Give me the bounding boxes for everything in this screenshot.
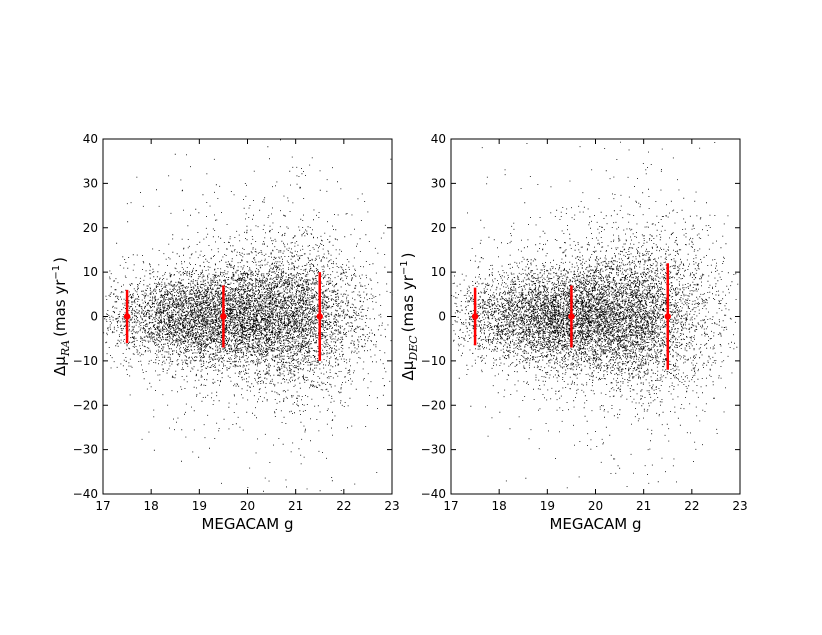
errorbar-1 [220, 285, 227, 348]
y-axis-label-ra: ΔμRA (mas yr−1) [51, 257, 72, 376]
errorbar-1 [568, 285, 575, 348]
scatter-points-ra [103, 139, 393, 492]
errorbar-marker [316, 313, 323, 320]
x-tick-label: 22 [684, 499, 699, 513]
y-label-prefix: Δμ [399, 360, 417, 380]
x-tick-label: 19 [192, 499, 207, 513]
y-tick-label: 40 [83, 132, 98, 146]
x-axis-label-dec: MEGACAM g [549, 515, 641, 533]
y-tick-label: −40 [73, 487, 98, 501]
y-tick-label: 0 [438, 310, 446, 324]
x-tick-label: 20 [588, 499, 603, 513]
x-tick-label: 18 [144, 499, 159, 513]
y-tick-label: −10 [73, 354, 98, 368]
errorbar-marker [123, 313, 131, 320]
y-tick-label: −20 [73, 398, 98, 412]
x-tick-label: 23 [384, 499, 399, 513]
scatter-points-dec [451, 141, 739, 489]
x-tick-label: 22 [336, 499, 351, 513]
y-tick-label: 40 [431, 132, 446, 146]
panel-ra: 17 18 19 20 21 22 23 40 30 20 10 0 −10 −20 −30 −40 MEGA… [51, 132, 400, 533]
errorbar-0 [123, 289, 131, 344]
panel-dec: 17 18 19 20 21 22 23 40 30 20 10 0 −10 −20 −30 −40 MEGA… [399, 132, 748, 533]
errorbar-marker [471, 313, 479, 320]
x-tick-label: 20 [240, 499, 255, 513]
x-tick-label: 17 [443, 499, 458, 513]
y-label-subscript: DEC [407, 335, 420, 362]
errorbars-dec [471, 263, 671, 370]
x-tick-label: 19 [540, 499, 555, 513]
scatter-points-path [451, 141, 739, 489]
y-tick-label: 30 [83, 176, 98, 190]
errorbar-marker [568, 313, 575, 320]
y-label-exponent: −1 [51, 265, 62, 280]
errorbars-ra [123, 272, 323, 361]
y-tick-label: 10 [83, 265, 98, 279]
y-label-subscript: RA [59, 340, 72, 357]
scatter-points-path [103, 139, 393, 492]
y-tick-label: −30 [73, 443, 98, 457]
errorbar-0 [471, 287, 479, 346]
x-tick-label: 17 [95, 499, 110, 513]
ticks-ra: 17 18 19 20 21 22 23 40 30 20 10 0 −10 −20 −30 −40 [73, 132, 400, 513]
y-label-prefix: Δμ [51, 356, 69, 376]
ticks-dec: 17 18 19 20 21 22 23 40 30 20 10 0 −10 −20 −30 −40 [421, 132, 748, 513]
errorbar-marker [664, 313, 671, 320]
x-tick-label: 18 [492, 499, 507, 513]
x-tick-label: 21 [288, 499, 303, 513]
errorbar-marker [220, 313, 227, 320]
y-tick-label: 20 [83, 221, 98, 235]
errorbar-2 [664, 263, 671, 370]
y-tick-label: 20 [431, 221, 446, 235]
y-tick-label: −10 [421, 354, 446, 368]
y-tick-label: −30 [421, 443, 446, 457]
y-tick-label: 0 [90, 310, 98, 324]
y-label-unit: (mas yr [399, 274, 417, 332]
y-tick-label: −40 [421, 487, 446, 501]
y-label-unit: (mas yr [51, 279, 69, 337]
errorbar-2 [316, 272, 323, 361]
y-label-close: ) [51, 257, 69, 263]
x-tick-label: 23 [732, 499, 747, 513]
y-label-close: ) [399, 253, 417, 259]
y-tick-label: 30 [431, 176, 446, 190]
y-tick-label: 10 [431, 265, 446, 279]
y-label-exponent: −1 [399, 260, 410, 275]
x-tick-label: 21 [636, 499, 651, 513]
y-tick-label: −20 [421, 398, 446, 412]
y-axis-label-dec: ΔμDEC (mas yr−1) [399, 253, 420, 381]
x-axis-label-ra: MEGACAM g [201, 515, 293, 533]
